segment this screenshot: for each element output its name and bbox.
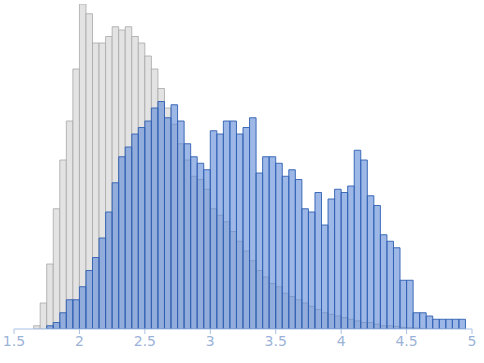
svg-text:5: 5 — [468, 333, 476, 349]
svg-text:3.5: 3.5 — [265, 333, 287, 349]
svg-text:4: 4 — [337, 333, 346, 349]
svg-text:2.5: 2.5 — [134, 333, 156, 349]
svg-text:3: 3 — [206, 333, 215, 349]
svg-text:1.5: 1.5 — [8, 333, 25, 349]
svg-text:2: 2 — [75, 333, 84, 349]
svg-text:4.5: 4.5 — [395, 333, 417, 349]
